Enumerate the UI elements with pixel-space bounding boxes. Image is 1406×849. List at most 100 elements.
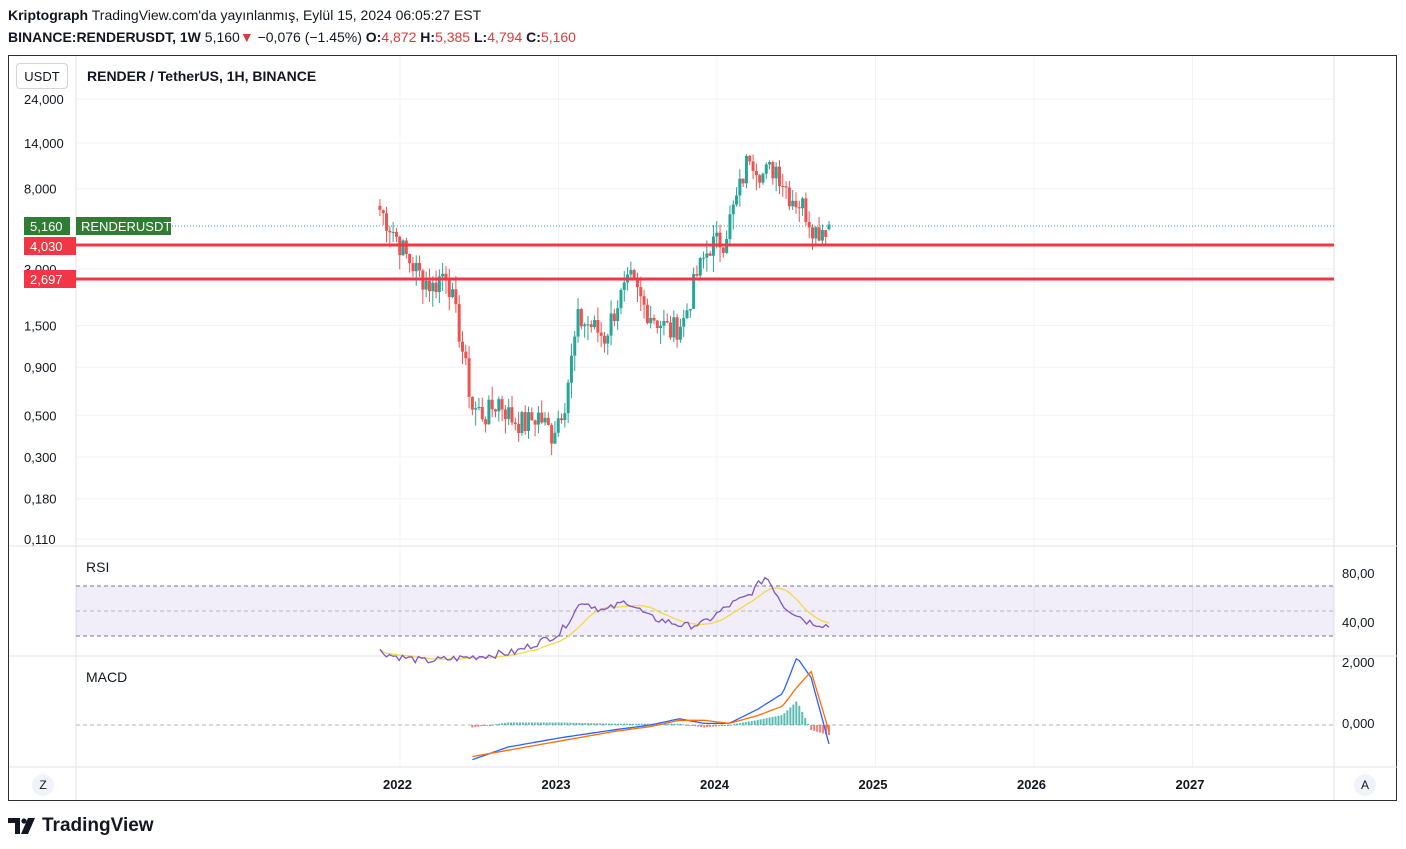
macd-histogram-bar [548,722,551,725]
candle [431,282,435,292]
candle [418,262,422,271]
candle [427,280,431,292]
candle [814,227,818,239]
macd-histogram-bar [498,723,501,725]
macd-histogram-bar [801,711,804,725]
candle [741,178,745,184]
candle [672,317,676,338]
chart-title: RENDER / TetherUS, 1H, BINANCE [87,68,317,84]
price-axis-label: 14,000 [24,136,64,151]
candle [682,318,686,327]
candle [573,336,577,356]
candle [530,412,534,421]
rsi-axis-80: 80,00 [1342,566,1375,581]
macd-histogram-bar [795,701,798,725]
macd-histogram-bar [732,724,735,726]
currency-button[interactable]: USDT [16,63,68,89]
rsi-axis-40: 40,00 [1342,615,1375,630]
macd-histogram-bar [750,721,753,725]
candle [728,214,732,240]
level-2-tag-bg [24,270,76,288]
macd-histogram-bar [688,725,691,726]
candle [675,317,679,340]
time-axis-label: 2023 [542,777,571,792]
macd-histogram-bar [536,722,539,725]
macd-histogram-bar [563,722,566,725]
candle [777,166,781,187]
candle [685,310,689,319]
open-label: O: [365,29,382,45]
author[interactable]: Kriptograph [8,7,89,23]
macd-histogram-bar [789,707,792,725]
candle [702,257,706,259]
macd-histogram-bar [560,722,563,725]
candle [599,332,603,336]
macd-histogram-bar [762,718,765,725]
candle [744,155,748,184]
macd-histogram-bar [581,722,584,725]
candle [698,258,702,276]
macd-histogram-bar [685,724,688,726]
candle [774,166,778,179]
macd-histogram-bar [747,721,750,725]
macd-histogram-bar [807,724,810,726]
candle [500,399,504,410]
macd-histogram-bar [599,723,602,725]
price-change: −0,076 (−1.45%) [257,29,362,45]
candle [609,313,613,336]
candle [612,313,616,322]
high-label: H: [420,29,436,45]
candle [394,231,398,237]
candle [649,317,653,324]
macd-histogram-bar [501,723,504,725]
macd-histogram-bar [587,723,590,725]
candle [480,406,484,420]
candle [540,412,544,423]
candle [718,232,722,248]
macd-histogram-bar [474,725,477,728]
tradingview-logo[interactable]: TradingView [8,815,154,837]
macd-histogram-bar [608,723,611,725]
macd-histogram-bar [729,724,732,726]
time-axis-label: 2025 [859,777,888,792]
candle [735,195,739,205]
rsi-line [379,576,830,664]
macd-histogram-bar [518,722,521,725]
candle [731,204,735,215]
macd-histogram-bar [709,725,712,727]
candle [639,287,643,297]
candle [401,240,405,256]
last-price-tag: 5,160 [30,219,63,234]
auto-scale-button[interactable]: A [1354,774,1376,796]
ohlc-legend: BINANCE:RENDERUSDT, 1W 5,160▼ −0,076 (−1… [8,29,576,45]
candle [444,273,448,278]
macd-histogram-bar [492,724,495,726]
macd-histogram-bar [611,723,614,725]
candle [378,205,382,210]
macd-histogram-bar [810,725,813,731]
last-price-tag-bg [24,217,70,235]
macd-histogram-bar [527,722,530,725]
macd-histogram-bar [622,723,625,725]
macd-histogram-bar [631,723,634,725]
macd-histogram-bar [572,722,575,725]
candle [520,412,524,434]
candle [797,207,801,209]
macd-histogram-bar [783,713,786,725]
time-axis: 2022 2023 2024 2025 2026 2027 [383,777,1204,792]
candle [764,164,768,174]
candle [754,170,758,176]
candle [477,406,481,409]
price-axis-label: 0,900 [24,360,57,375]
level-2-tag: 2,697 [30,272,63,287]
high-value: 5,385 [435,29,471,45]
candle [533,420,537,425]
candle [784,186,788,188]
zoom-button[interactable]: Z [32,774,54,796]
candle [510,407,514,423]
candle [404,240,408,254]
candles [378,154,831,456]
rsi-ma-line [379,587,830,660]
time-axis-label: 2024 [700,777,730,792]
